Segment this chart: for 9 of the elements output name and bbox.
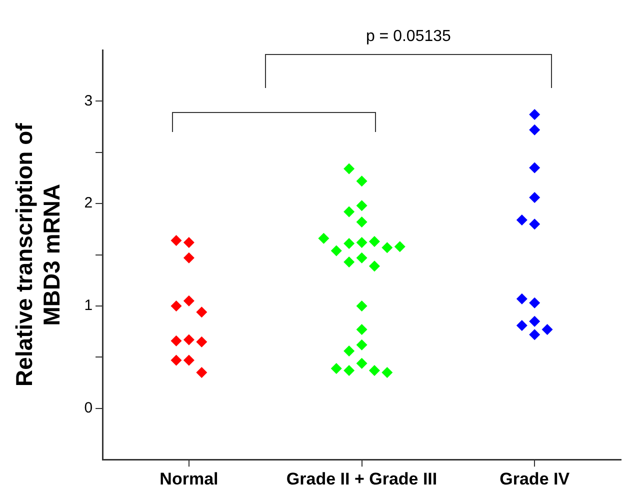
y-tick-label: 2 [84,194,93,212]
y-tick-label: 3 [84,92,93,110]
y-axis-title: Relative transcription of MBD3 mRNA [11,122,65,386]
x-tick-label: Normal [160,469,218,488]
x-tick-label: Grade II + Grade III [286,469,438,488]
text: p = 0.05135 [364,28,452,46]
y-tick-label: 1 [84,297,93,314]
x-tick-label: Grade IV [500,469,570,488]
y-tick-label: 0 [84,400,93,417]
